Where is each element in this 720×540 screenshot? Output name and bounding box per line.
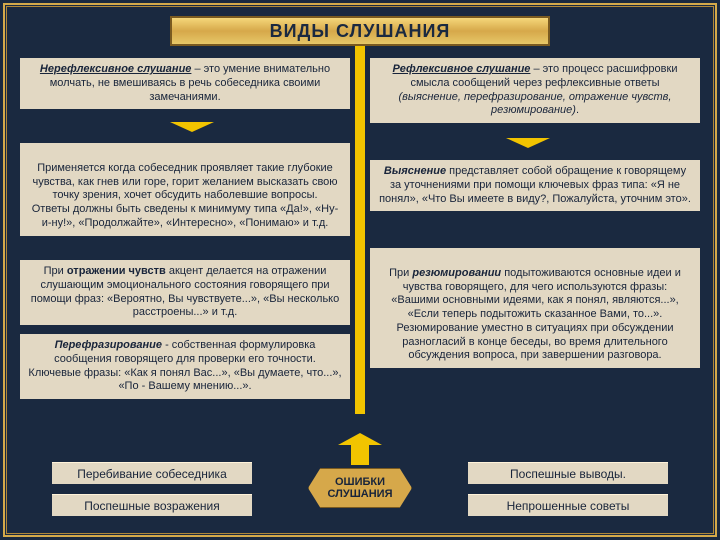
e1-text: Перебивание собеседника — [77, 467, 227, 481]
error-hasty-conclusions: Поспешные выводы. — [468, 462, 668, 484]
error-unsolicited-advice: Непрошенные советы — [468, 494, 668, 516]
e3-text: Поспешные возражения — [84, 499, 220, 513]
arrow-up-icon — [338, 433, 382, 445]
page-title: ВИДЫ СЛУШАНИЯ — [170, 16, 550, 46]
right-definition: Рефлексивное слушание – это процесс расш… — [370, 58, 700, 123]
error-hasty-objections: Поспешные возражения — [52, 494, 252, 516]
errors-hex: ОШИБКИ СЛУШАНИЯ — [308, 468, 412, 508]
right-def-post: . — [576, 104, 579, 116]
right-def-em: (выяснение, перефразирование, отражение … — [399, 91, 672, 117]
errors-label: ОШИБКИ СЛУШАНИЯ — [308, 468, 412, 508]
right-def-title: Рефлексивное слушание — [393, 63, 531, 75]
error-interrupt: Перебивание собеседника — [52, 462, 252, 484]
left-def-title: Нерефлексивное слушание — [40, 63, 192, 75]
title-text: ВИДЫ СЛУШАНИЯ — [270, 21, 451, 42]
e2-text: Поспешные выводы. — [510, 467, 626, 481]
left-box-usage: Применяется когда собеседник проявляет т… — [20, 143, 350, 236]
left-b2-strong: отражении чувств — [67, 265, 166, 277]
errors-label-text: ОШИБКИ СЛУШАНИЯ — [328, 476, 393, 500]
left-b1: Применяется когда собеседник проявляет т… — [32, 162, 339, 229]
left-box-paraphrase: Перефразирование - собственная формулиро… — [20, 334, 350, 399]
left-b3-strong: Перефразирование — [55, 339, 162, 351]
left-definition: Нерефлексивное слушание – это умение вни… — [20, 58, 350, 109]
e4-text: Непрошенные советы — [507, 499, 630, 513]
right-box-summary: При резюмировании подытоживаются основны… — [370, 248, 700, 368]
right-box-clarify: Выяснение представляет собой обращение к… — [370, 160, 700, 211]
arrow-stem — [351, 451, 369, 465]
arrow-icon — [506, 138, 550, 148]
right-b2: подытоживаются основные идеи и чувства г… — [391, 267, 681, 362]
right-b1-strong: Выяснение — [384, 165, 446, 177]
arrow-icon — [170, 122, 214, 132]
arrow-up-group — [338, 433, 382, 465]
center-arrow — [351, 46, 369, 426]
left-box-feelings: При отражении чувств акцент делается на … — [20, 260, 350, 325]
right-b2-strong: резюмировании — [412, 267, 501, 279]
